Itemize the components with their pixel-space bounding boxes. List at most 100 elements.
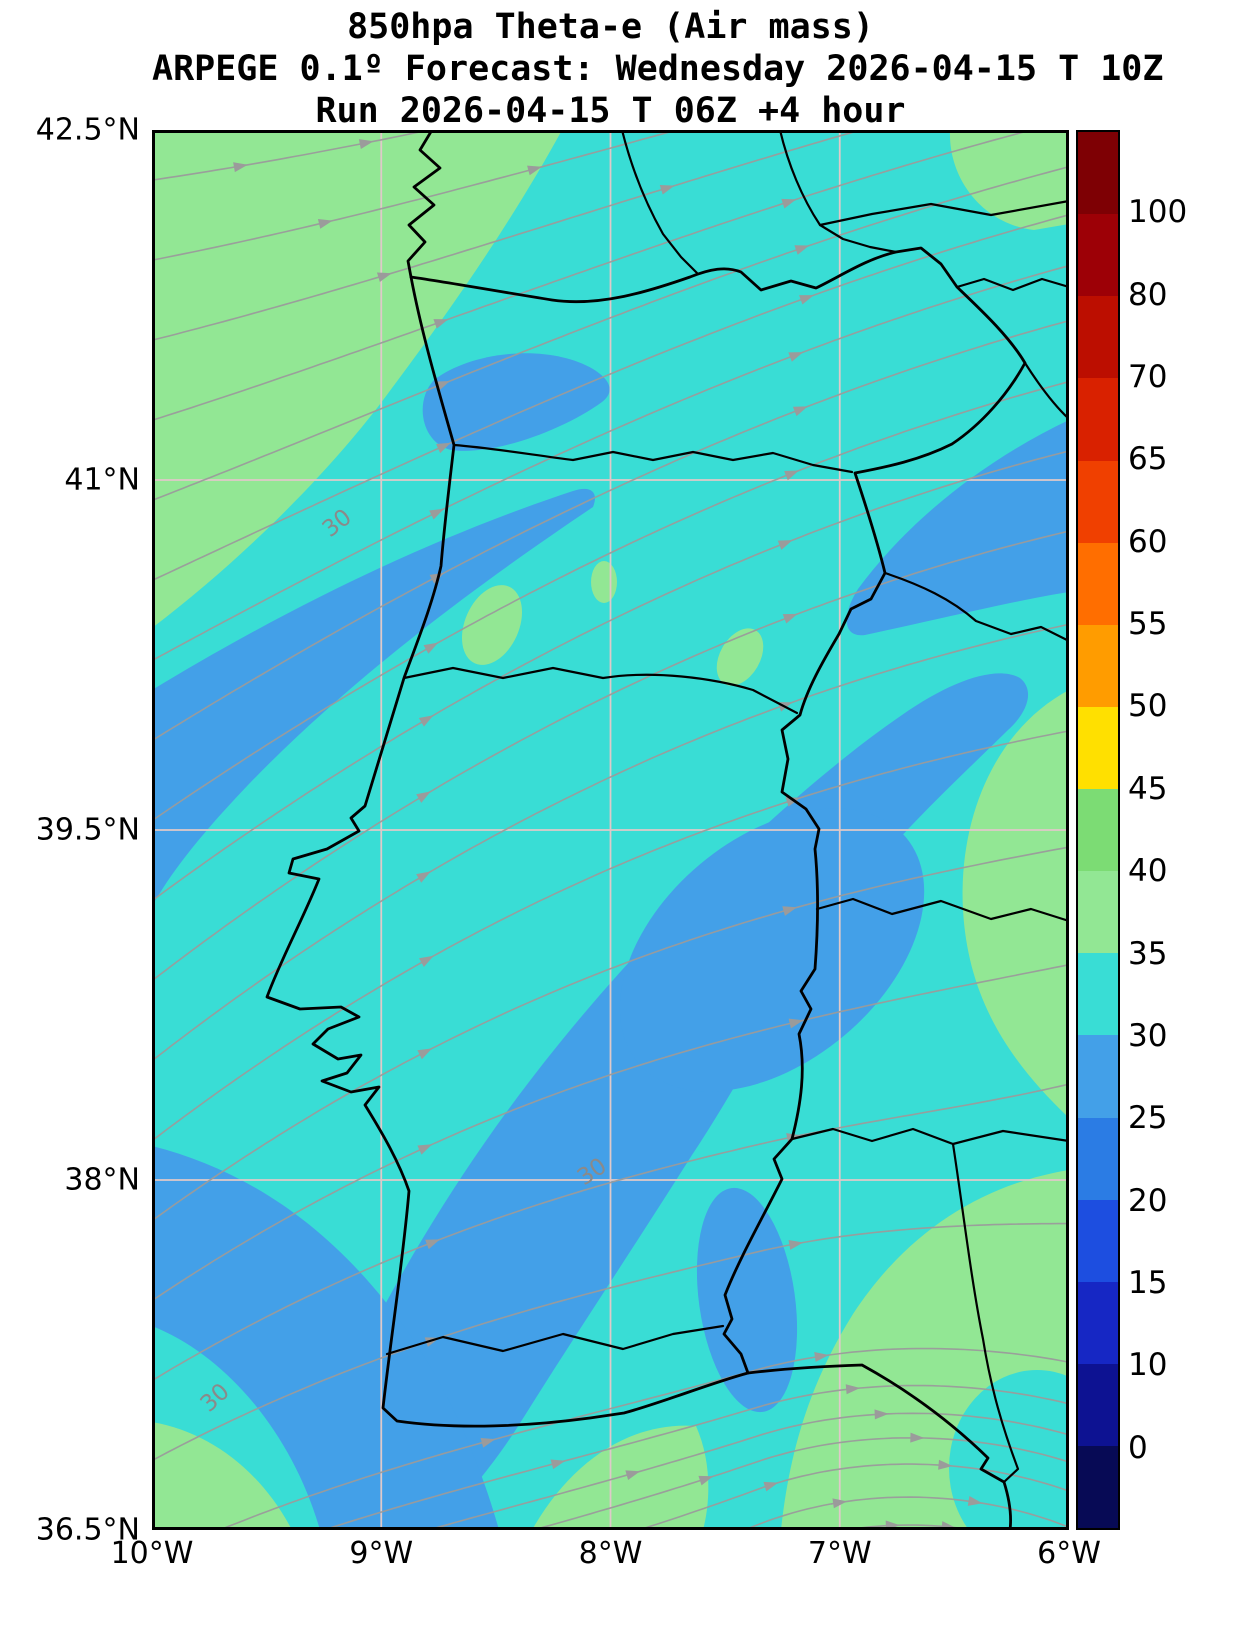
streamline-arrow-icon	[784, 470, 799, 481]
colorbar-tick-label: 35	[1128, 935, 1168, 972]
colorbar-tick-label: 65	[1128, 441, 1168, 478]
streamline	[746, 1496, 1068, 1530]
y-tick-label: 42.5°N	[35, 112, 140, 148]
green-region-bottom-left-corner	[152, 1422, 292, 1530]
blue-band-east	[846, 420, 1069, 636]
streamline-arrow-icon	[480, 1437, 496, 1448]
streamline-arrow-icon	[763, 1481, 779, 1492]
streamline	[536, 1437, 1069, 1530]
colorbar-tick-label: 25	[1128, 1100, 1168, 1137]
colorbar-cell	[1078, 953, 1118, 1036]
green-region-northwest	[152, 130, 562, 628]
grid-lines	[152, 130, 1069, 1530]
streamline-arrow-icon	[938, 1459, 953, 1470]
colorbar-cell	[1078, 132, 1118, 215]
x-tick-label: 9°W	[349, 1536, 414, 1571]
title-line-1: 850hpa Theta-e (Air mass)	[347, 7, 874, 47]
border-zamora-east	[1023, 361, 1069, 421]
colorbar-tick-label: 60	[1128, 523, 1168, 560]
colorbar	[1076, 130, 1120, 1530]
streamline	[152, 319, 1069, 741]
streamline-arrow-icon	[429, 508, 444, 520]
blue-band-offshore-northwest	[152, 488, 595, 906]
x-tick-label: 10°W	[110, 1536, 194, 1571]
streamline-arrow-icon	[233, 162, 248, 173]
streamline-arrow-icon	[788, 1018, 804, 1029]
streamline	[152, 730, 1069, 1141]
streamline	[641, 1463, 1069, 1530]
theta-e-blue-regions-25-30	[152, 353, 1069, 1530]
streamline-arrow-icon	[625, 1470, 641, 1480]
colorbar-cell	[1078, 214, 1118, 297]
streamline	[152, 530, 1069, 981]
colorbar-cell	[1078, 789, 1118, 872]
streamline	[152, 213, 1069, 581]
colorbar-cell	[1078, 624, 1118, 707]
title-line-3: Run 2026-04-15 T 06Z +4 hour	[315, 91, 906, 131]
green-spot-central-2	[716, 628, 764, 686]
streamline	[152, 130, 433, 181]
blue-blob-south-central	[696, 1187, 798, 1413]
streamline-arrow-icon	[550, 1459, 566, 1470]
theta-e-green-regions-35-40	[152, 130, 1069, 1530]
border-extremadura-andalucia	[790, 1127, 1069, 1146]
colorbar-cell	[1078, 1281, 1118, 1364]
streamline-arrow-icon	[910, 1432, 925, 1443]
streamline	[152, 963, 1069, 1301]
border-castilla-extremadura	[883, 571, 1069, 643]
chart-title-block: 850hpa Theta-e (Air mass) ARPEGE 0.1º Fo…	[152, 6, 1163, 132]
streamline	[152, 130, 864, 341]
streamline	[152, 1083, 1069, 1381]
streamline	[152, 450, 1067, 901]
colorbar-cell	[1078, 706, 1118, 789]
streamline	[152, 1222, 1067, 1461]
colorbar-tick-label: 45	[1128, 770, 1168, 807]
streamline	[152, 623, 1069, 1061]
x-tick-label: 7°W	[807, 1536, 872, 1571]
streamline-arrow-icon	[659, 184, 675, 195]
streamline-arrow-icon	[845, 1384, 861, 1395]
colorbar-tick-label: 15	[1128, 1264, 1168, 1301]
border-galicia-east	[778, 130, 898, 254]
streamline-arrow-icon	[436, 442, 451, 454]
border-zamora-leon-north	[955, 277, 1069, 292]
streamline-arrow-icon	[792, 406, 808, 417]
border-pontevedra-ourense	[620, 130, 699, 275]
y-tick-label: 38°N	[64, 1162, 140, 1198]
colorbar-cell	[1078, 296, 1118, 379]
streamline-arrow-icon	[418, 715, 434, 727]
streamline	[152, 130, 1035, 421]
colorbar-tick-label: 0	[1128, 1429, 1148, 1466]
streamline	[152, 846, 1069, 1221]
y-axis: 42.5°N 41°N 39.5°N 38°N 36.5°N	[0, 113, 146, 1548]
streamline-arrow-icon	[423, 642, 439, 654]
streamline	[221, 1347, 1068, 1530]
border-portugal-spain	[409, 246, 1027, 1375]
y-tick-label: 39.5°N	[35, 812, 140, 848]
streamline-arrow-icon	[814, 1351, 829, 1362]
streamline-arrow-icon	[782, 613, 798, 624]
streamline-arrow-icon	[799, 295, 814, 305]
coastlines-and-borders	[265, 130, 1069, 1530]
colorbar-tick-label: 20	[1128, 1182, 1168, 1219]
streamline-arrow-icon	[358, 139, 374, 149]
streamline-arrow-icon	[785, 797, 801, 807]
streamline-arrow-icon	[794, 245, 810, 255]
colorbar-tick-label: 40	[1128, 853, 1168, 890]
streamline-arrow-icon	[425, 1239, 440, 1250]
streamline	[152, 264, 1069, 661]
colorbar-tick-label: 55	[1128, 606, 1168, 643]
border-huelva-sevilla	[951, 1142, 1020, 1484]
streamline	[152, 130, 680, 261]
streamline-arrow-icon	[317, 219, 333, 229]
streamline-arrow-icon	[698, 1475, 714, 1486]
streamline-arrow-icon	[419, 955, 434, 967]
x-axis: 10°W 9°W 8°W 7°W 6°W	[111, 1536, 1101, 1580]
cyan-patch-bottom-right-corner	[949, 1370, 1069, 1530]
streamline	[152, 380, 1069, 821]
colorbar-cell	[1078, 1199, 1118, 1282]
streamline-arrow-icon	[376, 272, 392, 283]
streamline-arrow-icon	[527, 165, 542, 176]
streamline-arrow-icon	[416, 791, 431, 803]
